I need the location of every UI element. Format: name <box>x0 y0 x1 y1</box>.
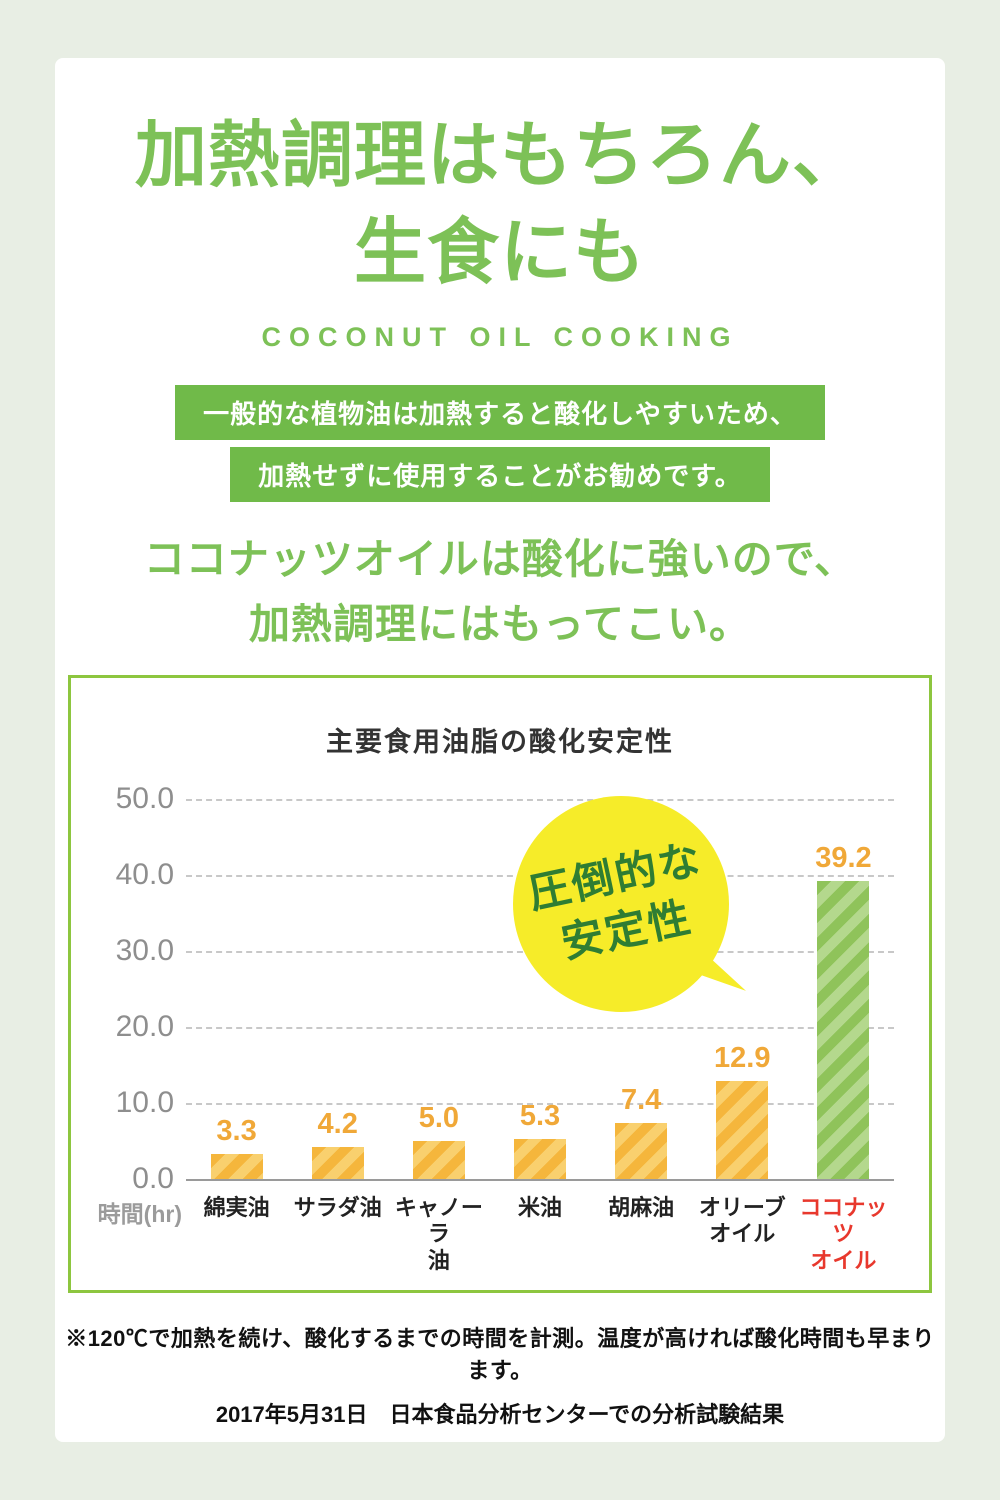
bar-coconut-oil <box>817 881 870 1179</box>
stability-badge-text: 圧倒的な 安定性 <box>524 832 719 975</box>
x-axis-line <box>186 1178 894 1181</box>
gridline <box>186 1026 894 1029</box>
chart-panel: 主要食用油脂の酸化安定性 50.0 40.0 30.0 20.0 10.0 0.0 3.3… <box>68 674 932 1293</box>
bar <box>210 1153 263 1179</box>
y-tick-label: 10.0 <box>115 1085 174 1119</box>
x-labels: 時間(hr) 綿実油 サラダ油 キャノーラ油 米油 胡麻油 オリーブ オイル ココナッツ オイル <box>71 1179 929 1274</box>
category-label: 米油 <box>517 1194 562 1220</box>
y-tick-label: 20.0 <box>115 1009 174 1043</box>
bar-value-label: 12.9 <box>714 1041 771 1074</box>
plot-area: 3.3 4.2 5.0 5.3 7.4 12.9 39.2 <box>186 798 894 1181</box>
bar-value-label: 5.3 <box>519 1099 561 1132</box>
bar-column: 3.3 <box>186 799 287 1179</box>
y-axis: 50.0 40.0 30.0 20.0 10.0 0.0 <box>91 782 186 1195</box>
category-label-coconut-oil: ココナッツ オイル <box>799 1194 888 1273</box>
bar-column: 5.3 <box>489 799 590 1179</box>
category-label: 綿実油 <box>203 1194 270 1220</box>
category-label: サラダ油 <box>293 1194 382 1220</box>
bar-column: 5.0 <box>388 799 489 1179</box>
y-tick-label: 50.0 <box>115 781 174 815</box>
bar <box>615 1122 668 1179</box>
bar <box>311 1147 364 1179</box>
footnote-measurement: ※120℃で加熱を続け、酸化するまでの時間を計測。温度が高ければ酸化時間も早まり… <box>65 1325 935 1383</box>
stability-badge: 圧倒的な 安定性 <box>513 795 729 1012</box>
lead-text: ココナッツオイルは酸化に強いので、 加熱調理にはもってこい。 <box>55 527 945 657</box>
lead-line2: 加熱調理にはもってこい。 <box>249 601 751 648</box>
category-label: オリーブ オイル <box>698 1194 786 1247</box>
banner-line1: 一般的な植物油は加熱すると酸化しやすいため、 <box>175 385 825 441</box>
y-tick-label: 40.0 <box>115 857 174 891</box>
category-label: キャノーラ油 <box>394 1194 483 1273</box>
bar-column: 12.9 <box>692 799 793 1179</box>
content-card: 加熱調理はもちろん、 生食にも COCONUT OIL COOKING 一般的な植… <box>55 58 945 1442</box>
y-tick-label: 0.0 <box>132 1161 174 1195</box>
chart-title: 主要食用油脂の酸化安定性 <box>326 726 674 757</box>
bar-value-label: 3.3 <box>216 1114 257 1147</box>
bar <box>513 1138 566 1179</box>
bar <box>716 1080 769 1179</box>
lead-line1: ココナッツオイルは酸化に強いので、 <box>143 536 857 583</box>
banner-line2: 加熱せずに使用することがお勧めです。 <box>230 447 770 503</box>
bars-layer: 3.3 4.2 5.0 5.3 7.4 12.9 39.2 <box>186 799 894 1179</box>
gridline <box>186 798 894 801</box>
page-title: 加熱調理はもちろん、 生食にも <box>55 58 945 302</box>
y-tick-label: 30.0 <box>115 933 174 967</box>
banner-group: 一般的な植物油は加熱すると酸化しやすいため、 加熱せずに使用することがお勧めです… <box>55 385 945 503</box>
bar-value-label: 5.0 <box>418 1101 460 1134</box>
page-title-line2: 生食にも <box>353 213 646 294</box>
bar-column: 4.2 <box>287 799 388 1179</box>
page-subtitle: COCONUT OIL COOKING <box>261 322 739 353</box>
category-label: 胡麻油 <box>608 1194 675 1220</box>
bar-value-label: 7.4 <box>620 1083 662 1116</box>
chart-area: 50.0 40.0 30.0 20.0 10.0 0.0 3.3 4.2 5.0 5.3 7.4 1… <box>71 782 929 1195</box>
bar-value-label: 39.2 <box>815 842 872 874</box>
x-axis-unit-label: 時間(hr) <box>97 1200 182 1227</box>
bar <box>412 1140 465 1179</box>
bar-value-label: 4.2 <box>317 1108 358 1140</box>
bar-column: 7.4 <box>591 799 692 1179</box>
page-title-line1: 加熱調理はもちろん、 <box>134 116 865 196</box>
bar-column: 39.2 <box>793 799 894 1179</box>
footnote-source: 2017年5月31日 日本食品分析センターでの分析試験結果 <box>215 1401 785 1427</box>
gridline <box>186 1102 894 1105</box>
